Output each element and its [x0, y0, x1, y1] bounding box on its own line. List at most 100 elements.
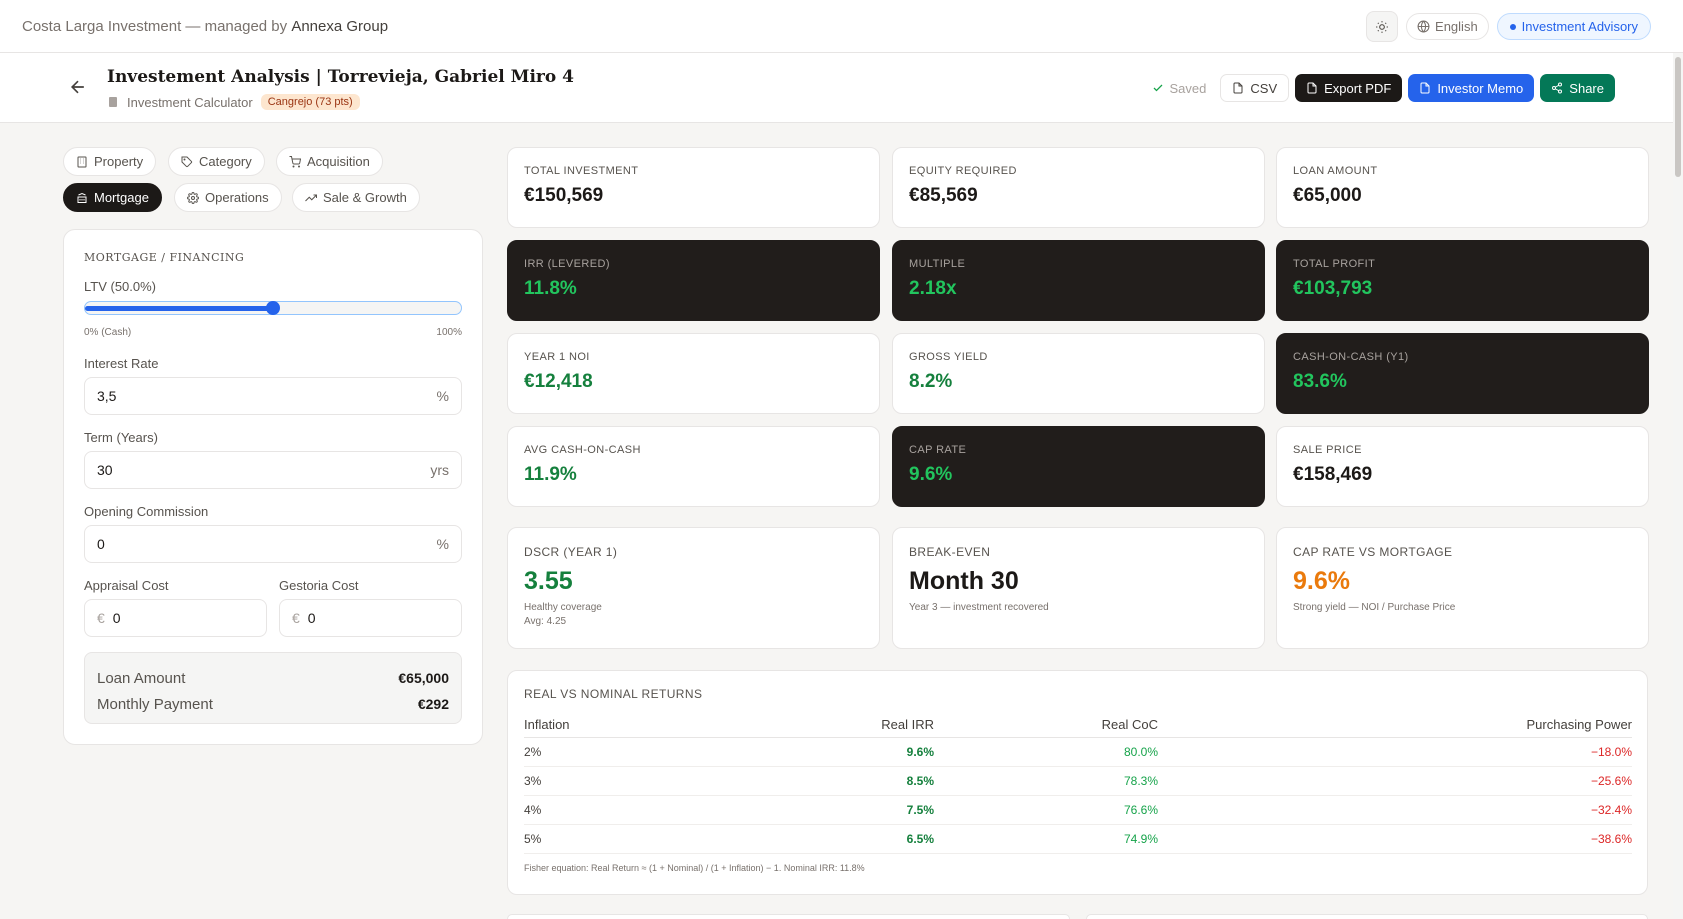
ltv-min-label: 0% (Cash) — [84, 327, 132, 338]
metric-note-secondary: Avg: 4.25 — [524, 616, 567, 627]
metric-value: 9.6% — [909, 464, 953, 485]
file-icon — [1307, 82, 1317, 94]
metric-label: SALE PRICE — [1293, 444, 1362, 456]
metric-card-cap-rate: CAP RATE 9.6% — [892, 426, 1265, 507]
gear-icon — [187, 191, 199, 204]
top-bar: Costa Larga Investment — managed by Anne… — [0, 0, 1683, 53]
language-label: English — [1435, 19, 1478, 34]
ltv-slider-handle[interactable] — [266, 301, 280, 315]
metric-value: Month 30 — [909, 567, 1019, 595]
metric-label: BREAK-EVEN — [909, 545, 991, 559]
inflation-cell: 3% — [524, 766, 814, 796]
metric-label: CAP RATE VS MORTGAGE — [1293, 545, 1453, 559]
table-row: 3% 8.5% 78.3% −25.6% — [524, 766, 1632, 796]
metric-value: €103,793 — [1293, 278, 1373, 299]
metric-value: €85,569 — [909, 185, 978, 206]
metric-value: 2.18x — [909, 278, 957, 299]
page-scrollbar[interactable] — [1673, 53, 1683, 919]
tab-label: Sale & Growth — [323, 190, 407, 205]
tab-property[interactable]: Property — [63, 147, 157, 176]
term-label: Term (Years) — [84, 430, 158, 445]
metric-card-equity-required: EQUITY REQUIRED €85,569 — [892, 147, 1265, 228]
tab-mortgage[interactable]: Mortgage — [63, 183, 162, 212]
purchasing-power-cell: −32.4% — [1158, 795, 1632, 825]
metric-value: 9.6% — [1293, 567, 1350, 595]
tab-label: Category — [199, 154, 252, 169]
cart-icon — [289, 155, 301, 167]
metric-label: LOAN AMOUNT — [1293, 165, 1378, 177]
scrollbar-thumb[interactable] — [1675, 57, 1681, 177]
mortgage-form-card: MORTGAGE / FINANCING LTV (50.0%) 0% (Cas… — [63, 229, 483, 745]
calculator-icon — [109, 97, 117, 107]
score-badge: Cangrejo (73 pts) — [260, 94, 360, 110]
theme-toggle-button[interactable] — [1366, 11, 1399, 42]
metric-label: CAP RATE — [909, 444, 967, 456]
calculator-label: Investment Calculator — [127, 94, 253, 110]
table-title: REAL VS NOMINAL RETURNS — [524, 687, 703, 701]
metric-value: €12,418 — [524, 371, 593, 392]
metric-label: EQUITY REQUIRED — [909, 165, 1017, 177]
share-button[interactable]: Share — [1540, 74, 1615, 102]
opening-commission-input[interactable]: 0 % — [84, 525, 462, 563]
page-header: Investement Analysis | Torrevieja, Gabri… — [0, 53, 1683, 123]
next-card-stub — [507, 914, 1070, 919]
table-row: 2% 9.6% 80.0% −18.0% — [524, 737, 1632, 767]
dscr-card: DSCR (YEAR 1) 3.55 Healthy coverage Avg:… — [507, 527, 880, 649]
metric-label: AVG CASH-ON-CASH — [524, 444, 641, 456]
metric-label: MULTIPLE — [909, 258, 966, 270]
export-pdf-button[interactable]: Export PDF — [1295, 74, 1403, 102]
status-dot — [1509, 23, 1516, 30]
metric-label: TOTAL PROFIT — [1293, 258, 1376, 270]
advisory-badge[interactable]: Investment Advisory — [1496, 13, 1651, 40]
metric-card-year1-noi: YEAR 1 NOI €12,418 — [507, 333, 880, 414]
purchasing-power-cell: −25.6% — [1158, 766, 1632, 796]
ltv-label: LTV (50.0%) — [84, 279, 157, 294]
loan-amount-value: €65,000 — [398, 670, 449, 686]
real-coc-cell: 74.9% — [934, 824, 1158, 854]
loan-amount-row: Loan Amount €65,000 — [97, 665, 449, 691]
euro-prefix: € — [292, 610, 300, 626]
metric-card-cash-on-cash: CASH-ON-CASH (Y1) 83.6% — [1276, 333, 1649, 414]
table-row: 5% 6.5% 74.9% −38.6% — [524, 824, 1632, 854]
column-header: Real CoC — [934, 713, 1158, 738]
metric-label: DSCR (YEAR 1) — [524, 545, 618, 559]
term-input[interactable]: 30 yrs — [84, 451, 462, 489]
ltv-slider[interactable] — [84, 301, 462, 315]
purchasing-power-cell: −38.6% — [1158, 824, 1632, 854]
monthly-payment-value: €292 — [417, 696, 449, 712]
metric-value: 83.6% — [1293, 371, 1347, 392]
brand-prefix: Costa Larga Investment — managed by — [22, 17, 288, 35]
csv-label: CSV — [1250, 80, 1278, 96]
back-arrow-icon[interactable] — [68, 77, 88, 97]
file-icon — [1420, 82, 1430, 94]
metric-value: 3.55 — [524, 567, 573, 595]
page-title: Investement Analysis | Torrevieja, Gabri… — [107, 67, 574, 87]
metric-value: €158,469 — [1293, 464, 1373, 485]
saved-label: Saved — [1169, 80, 1207, 96]
table-row: 4% 7.5% 76.6% −32.4% — [524, 795, 1632, 825]
language-button[interactable]: English — [1406, 13, 1489, 40]
tab-acquisition[interactable]: Acquisition — [276, 147, 383, 176]
metric-card-avg-cash-on-cash: AVG CASH-ON-CASH 11.9% — [507, 426, 880, 507]
real-irr-cell: 7.5% — [814, 795, 934, 825]
tab-category[interactable]: Category — [168, 147, 265, 176]
tab-sale-growth[interactable]: Sale & Growth — [292, 183, 420, 212]
csv-button[interactable]: CSV — [1220, 74, 1290, 102]
tab-label: Mortgage — [94, 190, 149, 205]
metric-label: TOTAL INVESTMENT — [524, 165, 639, 177]
metric-value: €150,569 — [524, 185, 604, 206]
metric-value: 11.9% — [524, 464, 577, 485]
investor-memo-button[interactable]: Investor Memo — [1408, 74, 1535, 102]
interest-rate-input[interactable]: 3,5 % — [84, 377, 462, 415]
gestoria-cost-input[interactable]: € 0 — [279, 599, 462, 637]
metric-card-total-investment: TOTAL INVESTMENT €150,569 — [507, 147, 880, 228]
real-vs-nominal-returns-card: REAL VS NOMINAL RETURNS Inflation Real I… — [507, 670, 1648, 895]
appraisal-cost-input[interactable]: € 0 — [84, 599, 267, 637]
opening-commission-value: 0 — [97, 536, 105, 552]
brand: Costa Larga Investment — managed by Anne… — [22, 18, 388, 35]
metric-value: 11.8% — [524, 278, 577, 299]
tab-operations[interactable]: Operations — [174, 183, 282, 212]
years-suffix: yrs — [430, 462, 449, 478]
check-icon — [1153, 84, 1162, 92]
ltv-slider-fill — [85, 306, 273, 311]
